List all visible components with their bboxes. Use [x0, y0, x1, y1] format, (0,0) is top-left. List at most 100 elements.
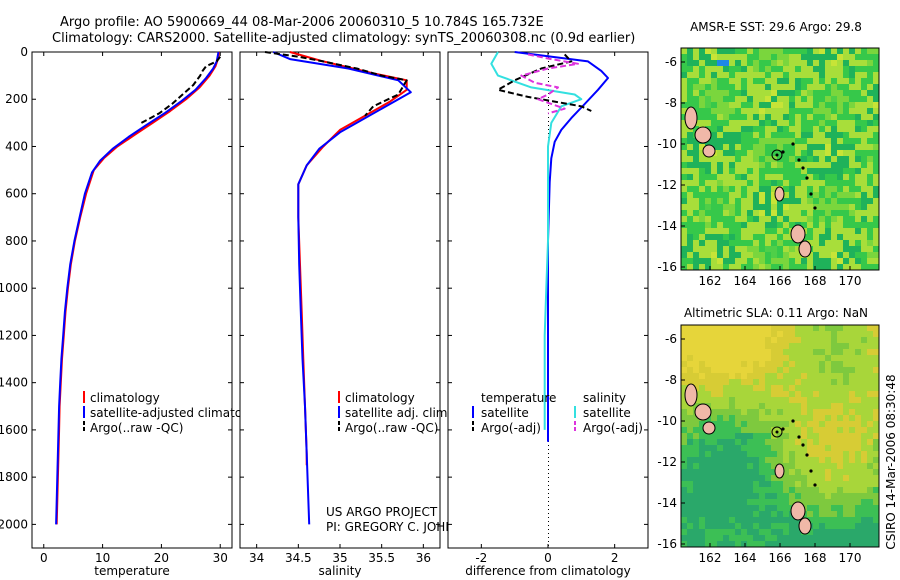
- y-tick-label: 1600: [0, 423, 28, 437]
- map-cell: [771, 72, 778, 79]
- map-cell: [801, 361, 808, 368]
- map-cell: [783, 535, 790, 542]
- map-cell: [693, 90, 700, 97]
- map-cell: [711, 90, 718, 97]
- map-cell: [711, 523, 718, 530]
- map-cell: [735, 457, 742, 464]
- map-cell: [741, 463, 748, 470]
- figure-title-line1: Argo profile: AO 5900669_44 08-Mar-2006 …: [60, 15, 544, 30]
- map-cell: [807, 186, 814, 193]
- map-x-tick-label: 164: [734, 274, 757, 288]
- map-cell: [711, 66, 718, 73]
- map-cell: [705, 156, 712, 163]
- map-cell: [843, 222, 850, 229]
- map-cell: [681, 54, 688, 61]
- map-cell: [861, 138, 868, 145]
- map-cell: [771, 541, 778, 548]
- map-cell: [753, 180, 760, 187]
- map-cell: [747, 451, 754, 458]
- map-cell: [711, 198, 718, 205]
- map-cell: [765, 84, 772, 91]
- map-cell: [801, 144, 808, 151]
- map-cell: [873, 54, 880, 61]
- sla-map-panel: Altimetric SLA: 0.11 Argo: NaN 162 164 166…: [657, 306, 880, 565]
- map-cell: [687, 379, 694, 386]
- map-cell: [777, 240, 784, 247]
- sst-map-ticks: 162 164 166 168 170-6-8-10-12-14-16: [657, 55, 861, 288]
- map-cell: [759, 246, 766, 253]
- map-cell: [789, 60, 796, 67]
- map-cell: [759, 60, 766, 67]
- map-cell: [699, 48, 706, 55]
- map-cell: [795, 427, 802, 434]
- map-cell: [747, 108, 754, 115]
- map-cell: [771, 487, 778, 494]
- map-cell: [855, 186, 862, 193]
- map-cell: [843, 108, 850, 115]
- map-cell: [765, 150, 772, 157]
- map-cell: [783, 264, 790, 271]
- map-cell: [807, 403, 814, 410]
- map-cell: [687, 72, 694, 79]
- map-cell: [819, 415, 826, 422]
- map-cell: [807, 325, 814, 332]
- map-cell: [699, 331, 706, 338]
- map-cell: [711, 186, 718, 193]
- difference-ticks: -2 0 2: [448, 51, 648, 565]
- islet: [809, 192, 813, 196]
- map-cell: [783, 78, 790, 85]
- map-cell: [861, 385, 868, 392]
- map-cell: [777, 481, 784, 488]
- map-cell: [813, 150, 820, 157]
- map-cell: [729, 150, 736, 157]
- map-cell: [843, 162, 850, 169]
- map-cell: [825, 361, 832, 368]
- map-cell: [873, 385, 880, 392]
- map-cell: [711, 337, 718, 344]
- map-cell: [849, 132, 856, 139]
- map-cell: [873, 48, 880, 55]
- map-cell: [711, 246, 718, 253]
- map-cell: [867, 397, 874, 404]
- map-cell: [861, 343, 868, 350]
- map-cell: [837, 162, 844, 169]
- map-cell: [729, 180, 736, 187]
- map-cell: [825, 409, 832, 416]
- map-cell: [825, 204, 832, 211]
- map-cell: [801, 439, 808, 446]
- map-cell: [837, 264, 844, 271]
- map-cell: [843, 517, 850, 524]
- map-cell: [831, 168, 838, 175]
- map-cell: [687, 102, 694, 109]
- map-cell: [687, 156, 694, 163]
- map-cell: [735, 541, 742, 548]
- map-cell: [771, 174, 778, 181]
- map-cell: [729, 60, 736, 67]
- map-cell: [843, 433, 850, 440]
- map-cell: [723, 228, 730, 235]
- map-cell: [849, 427, 856, 434]
- map-cell: [837, 120, 844, 127]
- map-cell: [735, 451, 742, 458]
- map-cell: [711, 379, 718, 386]
- map-cell: [711, 126, 718, 133]
- map-cell: [699, 457, 706, 464]
- map-cell: [807, 60, 814, 67]
- map-cell: [735, 162, 742, 169]
- map-cell: [867, 120, 874, 127]
- map-cell: [735, 150, 742, 157]
- map-cell: [861, 174, 868, 181]
- map-cell: [855, 499, 862, 506]
- map-cell: [717, 517, 724, 524]
- map-cell: [687, 349, 694, 356]
- map-cell: [759, 433, 766, 440]
- map-cell: [813, 379, 820, 386]
- map-cell: [843, 367, 850, 374]
- map-cell: [705, 120, 712, 127]
- map-cell: [873, 258, 880, 265]
- map-cell: [795, 114, 802, 121]
- map-cell: [825, 60, 832, 67]
- map-cell: [807, 162, 814, 169]
- map-cell: [861, 475, 868, 482]
- map-cell: [777, 439, 784, 446]
